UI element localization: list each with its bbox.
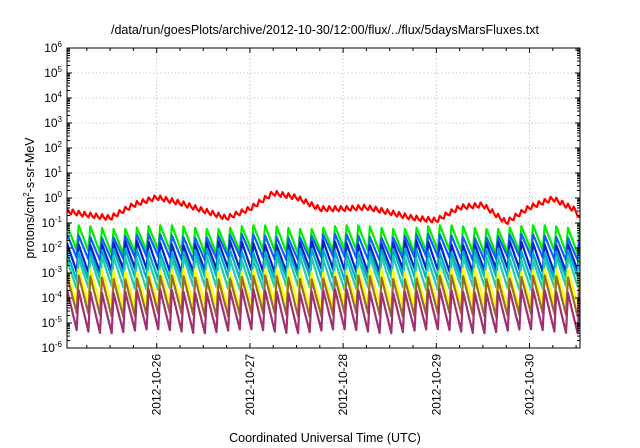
y-tick-label: 105 [44, 65, 62, 80]
y-tick-label: 10-2 [42, 240, 63, 255]
x-tick-labels: 2012-10-26 2012-10-27 2012-10-28 2012-10-29… [150, 354, 537, 416]
series-line-4 [67, 240, 580, 274]
y-tick-label: 104 [44, 90, 62, 105]
y-tick-label: 103 [44, 115, 62, 130]
ticks [67, 47, 580, 349]
y-tick-label: 106 [44, 40, 62, 55]
series-line-9 [67, 288, 580, 335]
y-tick-label: 10-5 [42, 315, 63, 330]
x-tick-label: 2012-10-28 [336, 354, 350, 416]
y-axis-label: protons/cm2-s-sr-MeV [22, 137, 37, 259]
y-tick-labels: 106 105 104 103 102 101 100 10-1 10-2 10-3 10-4 10-… [42, 40, 63, 355]
series-line-8 [67, 274, 580, 318]
series-line-5 [67, 247, 580, 282]
x-axis-label: Coordinated Universal Time (UTC) [229, 431, 421, 445]
series-line-7 [67, 267, 580, 309]
series-line-2 [67, 224, 580, 256]
series-line-1 [67, 189, 580, 225]
series-group [67, 189, 580, 335]
y-tick-label: 101 [44, 165, 62, 180]
y-tick-label: 10-3 [42, 265, 63, 280]
y-tick-label: 10-6 [42, 340, 63, 355]
y-tick-label: 102 [44, 140, 62, 155]
x-tick-label: 2012-10-30 [523, 354, 537, 416]
x-tick-label: 2012-10-29 [429, 354, 443, 416]
series-line-3 [67, 232, 580, 262]
series-line-6 [67, 255, 580, 292]
x-tick-label: 2012-10-27 [243, 354, 257, 416]
chart-title: /data/run/goesPlots/archive/2012-10-30/1… [111, 23, 540, 37]
y-tick-label: 10-4 [42, 290, 63, 305]
x-tick-label: 2012-10-26 [150, 354, 164, 416]
y-tick-label: 100 [44, 190, 62, 205]
y-tick-label: 10-1 [42, 215, 63, 230]
